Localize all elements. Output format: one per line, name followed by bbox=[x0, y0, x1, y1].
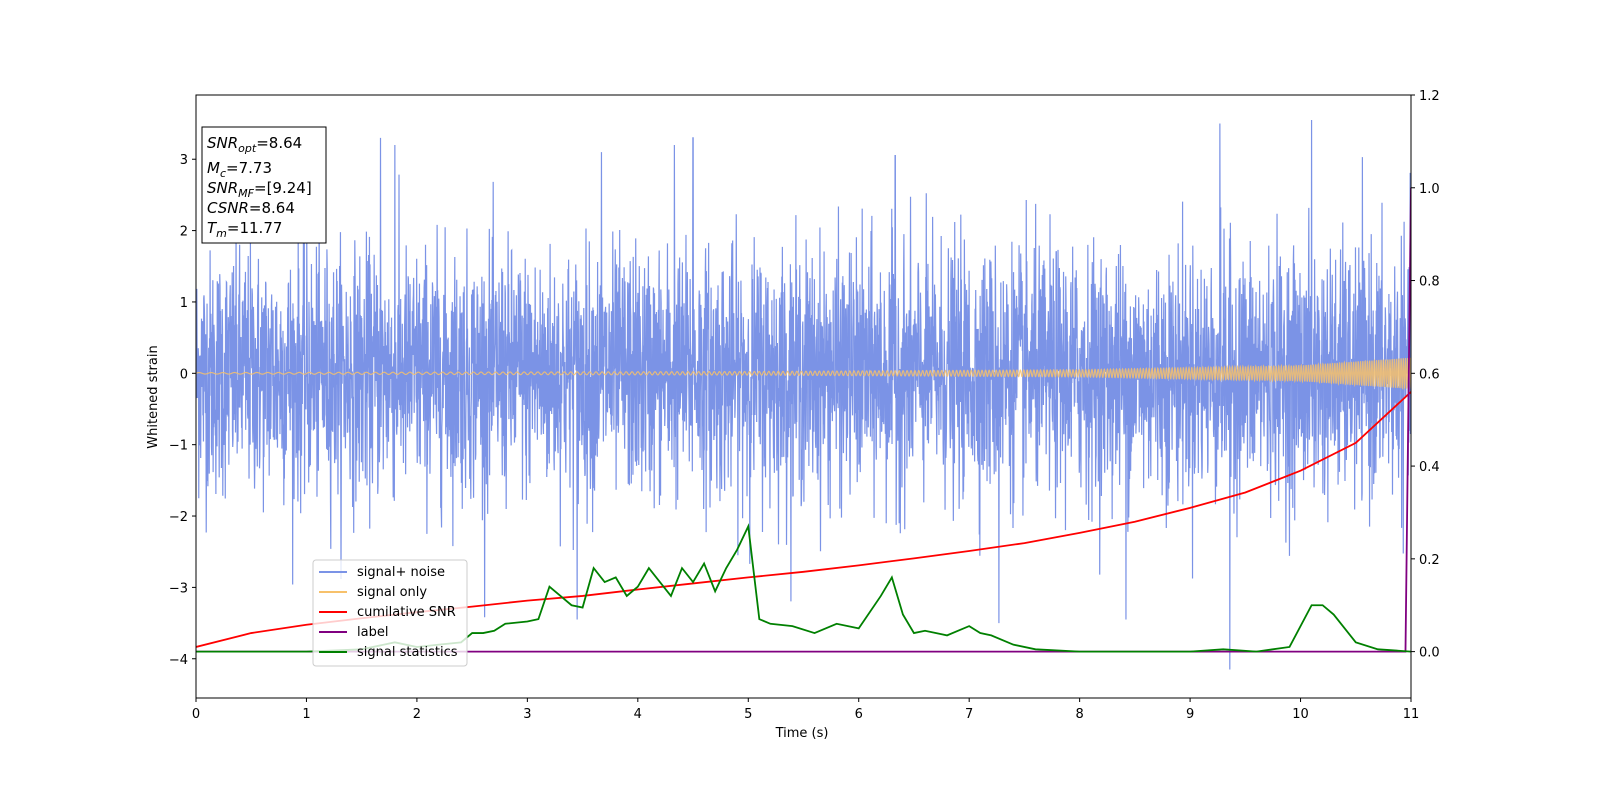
x-axis-title: Time (s) bbox=[775, 726, 829, 741]
legend-label: signal+ noise bbox=[357, 565, 445, 580]
y-left-tick-label: 1 bbox=[180, 296, 188, 311]
y-right-tick-label: 0.0 bbox=[1419, 646, 1440, 661]
x-tick-label: 5 bbox=[744, 707, 752, 722]
x-tick-label: 11 bbox=[1403, 707, 1420, 722]
y-left-tick-label: 0 bbox=[180, 367, 188, 382]
y-left-tick-label: −4 bbox=[169, 653, 188, 668]
x-tick-label: 0 bbox=[192, 707, 200, 722]
legend: signal+ noise signal only cumilative SNR la… bbox=[312, 559, 468, 667]
x-tick-label: 9 bbox=[1186, 707, 1194, 722]
info-mc-sub: c bbox=[220, 167, 226, 180]
info-tm-value: =11.77 bbox=[227, 219, 283, 237]
y-right-tick-label: 0.4 bbox=[1419, 460, 1440, 475]
y-left-tick-label: 2 bbox=[180, 225, 188, 240]
x-tick-label: 1 bbox=[302, 707, 310, 722]
info-mc-value: =7.73 bbox=[226, 159, 272, 177]
legend-label: cumilative SNR bbox=[357, 605, 456, 620]
y-right-tick-label: 0.2 bbox=[1419, 553, 1440, 568]
info-tm-sub: m bbox=[216, 227, 227, 240]
info-box-frame bbox=[201, 126, 327, 244]
info-snr-mf: SNRMF=[9.24] bbox=[207, 179, 312, 200]
info-csnr: CSNR=8.64 bbox=[207, 199, 295, 217]
y-right-tick-label: 1.2 bbox=[1419, 89, 1440, 104]
x-tick-label: 7 bbox=[965, 707, 973, 722]
series-signal-only bbox=[196, 357, 1411, 391]
info-snr-opt-sub: opt bbox=[238, 142, 257, 155]
info-csnr-label: CSNR bbox=[207, 199, 249, 217]
y-right-tick-label: 0.8 bbox=[1419, 275, 1440, 290]
y-left-tick-label: −3 bbox=[169, 581, 188, 596]
series-signal-noise bbox=[196, 119, 1411, 670]
info-snr-opt-value: =8.64 bbox=[256, 134, 302, 152]
info-snr-opt: SNRopt=8.64 bbox=[207, 134, 302, 155]
info-snr-mf-label: SNR bbox=[207, 179, 238, 197]
info-tm: Tm=11.77 bbox=[207, 219, 282, 240]
x-tick-label: 10 bbox=[1292, 707, 1309, 722]
info-snr-mf-sub: MF bbox=[238, 187, 254, 200]
legend-label: signal statistics bbox=[357, 645, 458, 660]
x-tick-label: 3 bbox=[523, 707, 531, 722]
ticks-layer: 0 1 2 3 4 5 6 7 8 9 10 11 −4 −3 −2 −1 0 1 2 3 0.0 0.2 0.4 0.6 0.… bbox=[169, 89, 1440, 722]
x-tick-label: 8 bbox=[1075, 707, 1083, 722]
info-tm-label: T bbox=[207, 219, 218, 237]
x-tick-label: 4 bbox=[634, 707, 642, 722]
legend-label: signal only bbox=[357, 585, 427, 600]
legend-frame bbox=[312, 559, 468, 667]
info-snr-mf-value: =[9.24] bbox=[254, 179, 312, 197]
y-left-tick-label: 3 bbox=[180, 153, 188, 168]
info-mc: Mc=7.73 bbox=[207, 159, 272, 180]
info-csnr-value: =8.64 bbox=[249, 199, 295, 217]
info-mc-label: M bbox=[207, 159, 220, 177]
legend-items: signal+ noise signal only cumilative SNR la… bbox=[319, 565, 458, 660]
y-right-tick-label: 0.6 bbox=[1419, 367, 1440, 382]
y-axis-title: Whitened strain bbox=[146, 345, 161, 448]
info-snr-opt-label: SNR bbox=[207, 134, 238, 152]
y-right-tick-label: 1.0 bbox=[1419, 182, 1440, 197]
series-signal-statistics bbox=[196, 523, 1411, 653]
legend-label: label bbox=[357, 625, 388, 640]
x-tick-label: 2 bbox=[413, 707, 421, 722]
plot-frame bbox=[195, 94, 1412, 699]
info-box: SNRopt=8.64 Mc=7.73 SNRMF=[9.24] CSNR=8.… bbox=[201, 126, 327, 244]
x-tick-label: 6 bbox=[855, 707, 863, 722]
y-left-tick-label: −1 bbox=[169, 439, 188, 454]
y-left-tick-label: −2 bbox=[169, 510, 188, 525]
